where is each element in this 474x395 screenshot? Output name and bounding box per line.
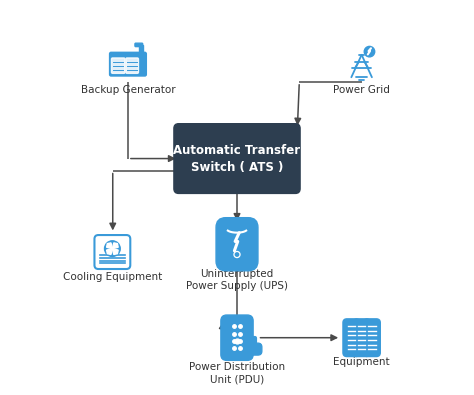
Text: Automatic Transfer
Switch ( ATS ): Automatic Transfer Switch ( ATS ): [173, 143, 301, 173]
Text: Equipment: Equipment: [333, 357, 390, 367]
Polygon shape: [112, 249, 118, 254]
Circle shape: [235, 253, 239, 256]
FancyBboxPatch shape: [364, 319, 380, 357]
Text: Uninterrupted
Power Supply (UPS): Uninterrupted Power Supply (UPS): [186, 269, 288, 291]
Circle shape: [364, 46, 375, 57]
Text: Backup Generator: Backup Generator: [81, 85, 175, 95]
FancyBboxPatch shape: [343, 319, 360, 357]
Polygon shape: [112, 243, 118, 249]
Circle shape: [234, 252, 240, 258]
Polygon shape: [107, 243, 112, 249]
FancyBboxPatch shape: [221, 315, 253, 360]
FancyBboxPatch shape: [353, 319, 370, 357]
Circle shape: [105, 241, 120, 256]
FancyBboxPatch shape: [135, 43, 143, 47]
FancyBboxPatch shape: [216, 218, 258, 271]
FancyBboxPatch shape: [138, 45, 143, 54]
Text: Power Distribution
Unit (PDU): Power Distribution Unit (PDU): [189, 362, 285, 384]
Polygon shape: [107, 249, 112, 254]
FancyBboxPatch shape: [248, 343, 262, 355]
FancyBboxPatch shape: [126, 58, 138, 73]
Text: Power Grid: Power Grid: [333, 85, 390, 95]
Text: Cooling Equipment: Cooling Equipment: [63, 272, 162, 282]
FancyBboxPatch shape: [111, 58, 125, 73]
FancyBboxPatch shape: [174, 124, 300, 194]
FancyBboxPatch shape: [109, 52, 146, 76]
